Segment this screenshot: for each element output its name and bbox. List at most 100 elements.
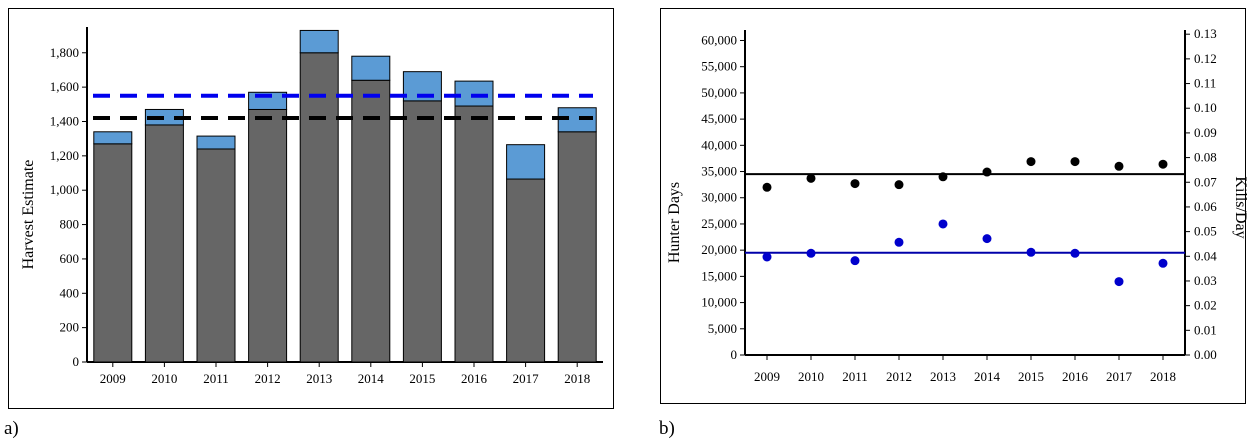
x-tick-label: 2017 — [513, 371, 540, 386]
point-2016-series-1 — [1070, 157, 1080, 167]
y-tick-label: 15,000 — [701, 268, 737, 283]
x-tick-label: 2015 — [409, 371, 435, 386]
y-tick-label: 0 — [73, 354, 80, 369]
x-tick-label: 2011 — [842, 369, 868, 384]
point-2011-series-2 — [850, 256, 860, 266]
y-tick-label: 0 — [731, 347, 738, 362]
hunter-days-scatter-chart: 0 5,000 10,000 15,000 20,000 25,000 30,000 35,0… — [666, 26, 1249, 384]
x-tick-label: 2013 — [930, 369, 956, 384]
y-tick-label: 50,000 — [701, 85, 737, 100]
point-2009-series-1 — [762, 182, 772, 192]
point-2012-series-2 — [894, 237, 904, 247]
y-tick-label: 1,200 — [50, 148, 79, 163]
x-tick-label: 2018 — [564, 371, 590, 386]
y-tick-label: 400 — [60, 285, 80, 300]
y2-tick-label: 0.13 — [1194, 26, 1217, 41]
y2-tick-label: 0.08 — [1194, 150, 1217, 165]
point-2018-series-2 — [1158, 258, 1168, 268]
y2-tick-label: 0.05 — [1194, 224, 1217, 239]
y-tick-label: 35,000 — [701, 164, 737, 179]
y-tick-label: 30,000 — [701, 190, 737, 205]
y2-tick-label: 0.09 — [1194, 125, 1217, 140]
bar-2009-series-1 — [93, 143, 133, 363]
bar-2014-series-2 — [351, 55, 391, 81]
x-tick-label: 2013 — [306, 371, 332, 386]
y-tick-label: 1,600 — [50, 79, 79, 94]
y2-tick-label: 0.02 — [1194, 298, 1217, 313]
y2-tick-label: 0.07 — [1194, 174, 1217, 189]
y-axis-label: Hunter Days — [666, 182, 683, 263]
point-2014-series-2 — [982, 234, 992, 244]
y-tick-label: 1,800 — [50, 45, 79, 60]
bar-2012-series-1 — [248, 108, 288, 363]
bar-2015-series-1 — [402, 100, 442, 363]
point-2010-series-1 — [806, 173, 816, 183]
point-2015-series-2 — [1026, 247, 1036, 257]
point-2017-series-2 — [1114, 277, 1124, 287]
y-tick-label: 60,000 — [701, 32, 737, 47]
y2-axis-label: Kills/Day — [1232, 176, 1249, 238]
y-tick-label: 20,000 — [701, 242, 737, 257]
x-tick-label: 2014 — [358, 371, 385, 386]
bar-2017-series-1 — [506, 178, 546, 363]
y-tick-label: 25,000 — [701, 216, 737, 231]
point-2010-series-2 — [806, 248, 816, 258]
bar-2016-series-1 — [454, 105, 494, 363]
y-tick-label: 10,000 — [701, 295, 737, 310]
x-tick-label: 2012 — [886, 369, 912, 384]
bar-2011-series-1 — [196, 148, 236, 363]
y-tick-label: 45,000 — [701, 111, 737, 126]
x-tick-label: 2009 — [754, 369, 780, 384]
y-tick-label: 55,000 — [701, 59, 737, 74]
point-2009-series-2 — [762, 252, 772, 262]
x-tick-label: 2014 — [974, 369, 1001, 384]
x-tick-label: 2012 — [255, 371, 281, 386]
panel-b-label: b) — [659, 418, 675, 439]
x-tick-label: 2017 — [1106, 369, 1133, 384]
y2-tick-label: 0.03 — [1194, 273, 1217, 288]
y2-tick-label: 0.11 — [1194, 76, 1216, 91]
bar-2013-series-1 — [299, 52, 339, 363]
y2-tick-label: 0.04 — [1194, 248, 1217, 263]
panel-a-label: a) — [4, 418, 19, 439]
bar-2009-series-2 — [93, 131, 133, 145]
y2-tick-label: 0.01 — [1194, 322, 1217, 337]
x-tick-label: 2016 — [461, 371, 488, 386]
y-tick-label: 800 — [60, 217, 80, 232]
bar-2017-series-2 — [506, 144, 546, 180]
bar-2010-series-1 — [144, 124, 184, 363]
y2-tick-label: 0.10 — [1194, 100, 1217, 115]
point-2016-series-2 — [1070, 248, 1080, 258]
point-2013-series-1 — [938, 172, 948, 182]
x-tick-label: 2010 — [151, 371, 177, 386]
x-tick-label: 2016 — [1062, 369, 1089, 384]
x-tick-label: 2011 — [203, 371, 229, 386]
y-tick-label: 40,000 — [701, 137, 737, 152]
y-tick-label: 200 — [60, 320, 80, 335]
bar-2013-series-2 — [299, 29, 339, 54]
x-tick-label: 2018 — [1150, 369, 1176, 384]
point-2011-series-1 — [850, 179, 860, 189]
point-2017-series-1 — [1114, 161, 1124, 171]
x-tick-label: 2015 — [1018, 369, 1044, 384]
y2-tick-label: 0.12 — [1194, 51, 1217, 66]
y-tick-label: 600 — [60, 251, 80, 266]
y2-tick-label: 0.00 — [1194, 347, 1217, 362]
point-2012-series-1 — [894, 180, 904, 190]
bar-2014-series-1 — [351, 79, 391, 363]
x-tick-label: 2009 — [100, 371, 126, 386]
point-2018-series-1 — [1158, 159, 1168, 169]
y-tick-label: 5,000 — [708, 321, 737, 336]
point-2014-series-1 — [982, 167, 992, 177]
harvest-bar-chart: 0 200 400 600 800 1,000 1,200 1,400 1,600 1,800 20… — [20, 27, 603, 386]
bar-2011-series-2 — [196, 135, 236, 150]
bar-2018-series-1 — [557, 131, 597, 363]
point-2013-series-2 — [938, 219, 948, 229]
y-tick-label: 1,400 — [50, 113, 79, 128]
y2-tick-label: 0.06 — [1194, 199, 1217, 214]
y-axis-label: Harvest Estimate — [20, 160, 37, 270]
y-tick-label: 1,000 — [50, 182, 79, 197]
x-tick-label: 2010 — [798, 369, 824, 384]
panel-b-frame — [660, 8, 1246, 404]
